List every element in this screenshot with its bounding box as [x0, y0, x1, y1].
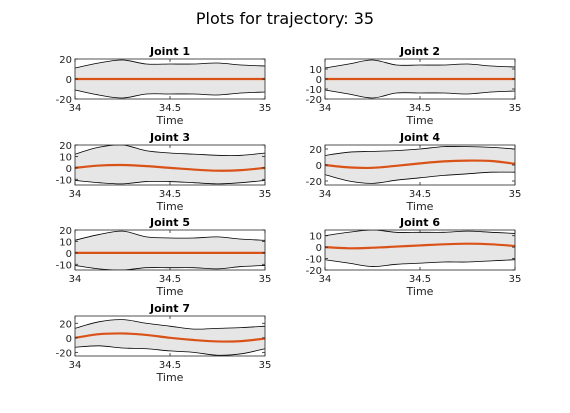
- plot-content: [75, 319, 265, 356]
- x-axis-label: Time: [156, 371, 184, 384]
- x-tick-label: 35: [509, 103, 522, 114]
- x-axis-label: Time: [156, 114, 184, 127]
- y-tick-label: -10: [56, 260, 72, 271]
- joint-7-title: Joint 7: [149, 302, 190, 315]
- joint-5-title: Joint 5: [149, 216, 190, 229]
- joint-6-title: Joint 6: [399, 216, 440, 229]
- x-axis-label: Time: [406, 114, 434, 127]
- x-tick-label: 35: [259, 103, 272, 114]
- x-tick-label: 34.5: [159, 274, 181, 285]
- mean-trajectory-line: [75, 163, 265, 172]
- x-tick-label: 34.5: [159, 360, 181, 371]
- confidence-band: [75, 145, 265, 184]
- y-tick-label: 0: [66, 334, 72, 345]
- x-axis-label: Time: [406, 200, 434, 213]
- subplot-grid: Joint 1 34 34.5 35 20 0 -20 Time Joint 2 34 34.5 35…: [56, 45, 522, 384]
- joint-6-panel: Joint 6 34 34.5 35 100-10-20 Time: [306, 216, 522, 298]
- lower-bound-line: [325, 171, 515, 184]
- mean-trajectory-line: [75, 332, 265, 343]
- confidence-band: [325, 230, 515, 267]
- upper-bound-line: [75, 59, 265, 69]
- plot-content: [325, 230, 515, 267]
- confidence-band: [325, 146, 515, 184]
- joint-1-panel: Joint 1 34 34.5 35 20 0 -20 Time: [56, 45, 272, 127]
- x-axis-label: Time: [156, 200, 184, 213]
- y-tick-label: -20: [306, 266, 322, 277]
- x-tick-label: 34.5: [409, 274, 431, 285]
- x-axis-label: Time: [156, 285, 184, 298]
- y-tick-label: 20: [309, 145, 322, 156]
- y-tick-label: 10: [309, 65, 322, 76]
- y-tick-label: 20: [59, 319, 72, 330]
- x-tick-label: 34: [69, 274, 82, 285]
- y-tick-label: -10: [306, 255, 322, 266]
- x-tick-label: 35: [259, 360, 272, 371]
- upper-bound-line: [325, 59, 515, 69]
- lower-bound-line: [75, 180, 265, 185]
- y-tick-label: 10: [59, 152, 72, 163]
- y-tick-label: -10: [306, 85, 322, 96]
- x-tick-label: 35: [259, 189, 272, 200]
- mean-trajectory-line: [325, 159, 515, 170]
- plot-content: [75, 230, 265, 270]
- x-axis-label: Time: [406, 285, 434, 298]
- confidence-band: [75, 231, 265, 270]
- y-tick-label: 0: [316, 161, 322, 172]
- y-tick-label: -20: [306, 177, 322, 188]
- x-tick-label: 35: [509, 189, 522, 200]
- joint-7-panel: Joint 7 34 34.5 35 20 0 -20 Time: [56, 302, 272, 384]
- y-tick-label: -20: [56, 95, 72, 106]
- x-tick-label: 34: [319, 103, 332, 114]
- y-tick-label: -20: [56, 348, 72, 359]
- joint-2-title: Joint 2: [399, 45, 440, 58]
- y-tick-label: 20: [59, 226, 72, 237]
- upper-bound-line: [75, 319, 265, 330]
- upper-bound-line: [325, 145, 515, 156]
- x-tick-label: 34.5: [159, 103, 181, 114]
- x-tick-label: 34.5: [159, 189, 181, 200]
- plot-content: [325, 145, 515, 184]
- y-tick-label: 10: [309, 232, 322, 243]
- y-tick-label: -20: [306, 95, 322, 106]
- upper-bound-line: [75, 145, 265, 156]
- lower-bound-line: [75, 89, 265, 99]
- x-tick-label: 35: [509, 274, 522, 285]
- y-tick-label: -10: [56, 175, 72, 186]
- y-tick-label: 10: [59, 237, 72, 248]
- y-tick-label: 0: [316, 243, 322, 254]
- plot-content: [75, 145, 265, 185]
- y-tick-label: 0: [66, 75, 72, 86]
- upper-bound-line: [75, 230, 265, 241]
- x-tick-label: 34: [69, 103, 82, 114]
- x-tick-label: 34: [69, 189, 82, 200]
- y-tick-label: 20: [59, 141, 72, 152]
- lower-bound-line: [325, 259, 515, 267]
- x-tick-label: 34: [319, 189, 332, 200]
- plot-content: [75, 59, 265, 99]
- joint-3-title: Joint 3: [149, 131, 190, 144]
- joint-4-title: Joint 4: [399, 131, 440, 144]
- x-tick-label: 34: [319, 274, 332, 285]
- figure-title: Plots for trajectory: 35: [196, 9, 374, 28]
- y-tick-label: 0: [316, 75, 322, 86]
- joint-2-panel: Joint 2 34 34.5 35 100-10-20 Time: [306, 45, 522, 127]
- y-tick-label: 0: [66, 249, 72, 260]
- x-tick-label: 34.5: [409, 103, 431, 114]
- x-tick-label: 34.5: [409, 189, 431, 200]
- x-tick-label: 34: [69, 360, 82, 371]
- y-tick-label: 0: [66, 164, 72, 175]
- lower-bound-line: [75, 345, 265, 356]
- y-tick-label: 20: [59, 55, 72, 66]
- mean-trajectory-line: [325, 242, 515, 250]
- x-tick-label: 35: [259, 274, 272, 285]
- joint-4-panel: Joint 4 34 34.5 35 20 0 -20 Time: [306, 131, 522, 213]
- joint-1-title: Joint 1: [149, 45, 190, 58]
- plot-content: [325, 59, 515, 99]
- lower-bound-line: [325, 89, 515, 99]
